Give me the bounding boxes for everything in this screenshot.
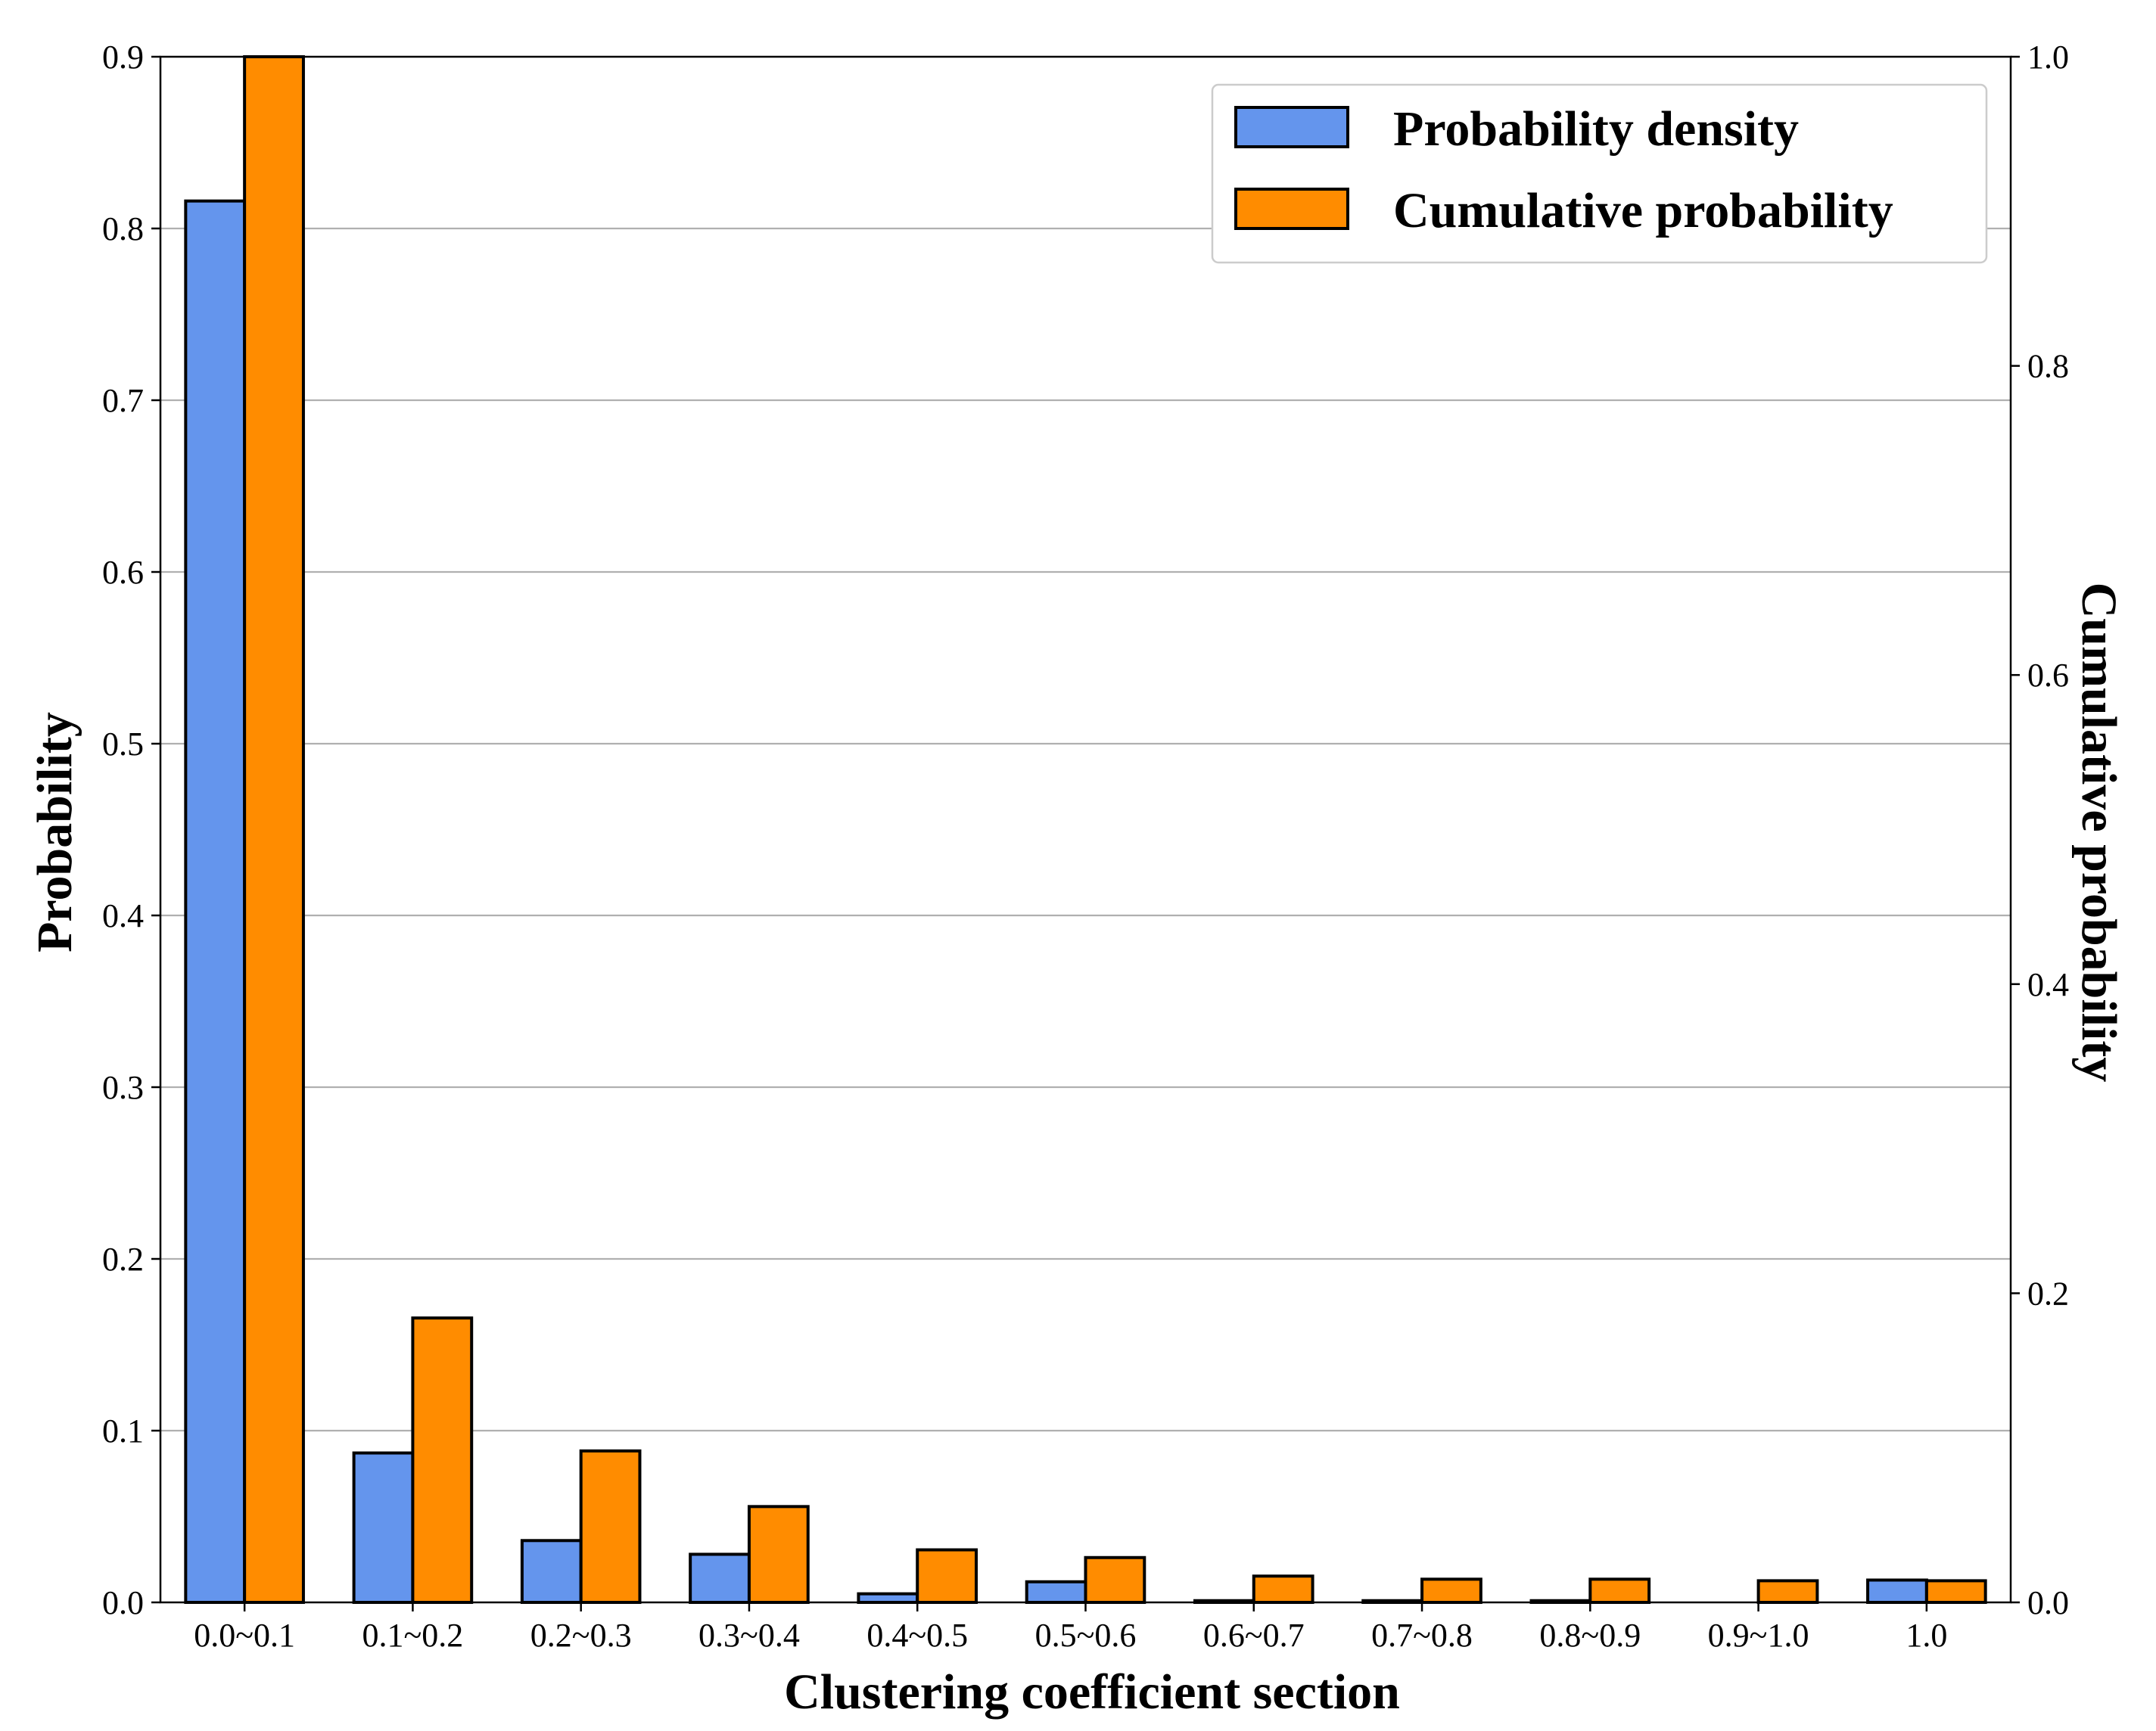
bar-probability-density bbox=[689, 1552, 751, 1604]
right-y-axis: 0.0 0.2 0.4 0.6 0.8 1.0 bbox=[2011, 39, 2069, 1621]
x-tick-label: 0.4~0.5 bbox=[866, 1617, 968, 1654]
bar-cumulative-probability bbox=[411, 1316, 474, 1604]
bar-probability-density bbox=[1025, 1580, 1087, 1605]
y-tick-label: 0.8 bbox=[102, 210, 144, 247]
x-tick-label: 0.9~1.0 bbox=[1708, 1617, 1809, 1654]
bar-cumulative-probability bbox=[916, 1548, 978, 1605]
y-tick-label: 0.2 bbox=[102, 1241, 144, 1278]
x-tick-label: 0.1~0.2 bbox=[362, 1617, 464, 1654]
y2-tick-label: 0.0 bbox=[2027, 1584, 2069, 1621]
x-tick-label: 0.8~0.9 bbox=[1539, 1617, 1641, 1654]
legend-swatch-probability-density bbox=[1234, 106, 1349, 148]
legend-frame bbox=[1211, 83, 1988, 264]
x-tick-label: 1.0 bbox=[1906, 1617, 1947, 1654]
legend: Probability density Cumulative probabili… bbox=[1211, 83, 1988, 264]
y-tick-label: 0.7 bbox=[102, 382, 144, 419]
bar-probability-density bbox=[520, 1539, 583, 1605]
y-tick-label: 0.5 bbox=[102, 726, 144, 763]
legend-label-probability-density: Probability density bbox=[1393, 101, 1799, 157]
bar-probability-density bbox=[857, 1592, 919, 1604]
y2-tick-label: 0.2 bbox=[2027, 1275, 2069, 1312]
y-tick-label: 0.3 bbox=[102, 1069, 144, 1106]
y-axis-title: Probability bbox=[27, 712, 82, 953]
bar-cumulative-probability bbox=[243, 55, 305, 1604]
y-tick-label: 0.1 bbox=[102, 1412, 144, 1450]
bar-cumulative-probability bbox=[1252, 1574, 1314, 1605]
bar-cumulative-probability bbox=[747, 1505, 810, 1604]
bar-cumulative-probability bbox=[1588, 1577, 1651, 1604]
y2-tick-label: 1.0 bbox=[2027, 39, 2069, 76]
grid-lines bbox=[160, 227, 2011, 1432]
y2-tick-label: 0.6 bbox=[2027, 657, 2069, 694]
x-tick-label: 0.7~0.8 bbox=[1371, 1617, 1473, 1654]
x-axis: 0.0~0.1 0.1~0.2 0.2~0.3 0.3~0.4 0.4~0.5 0.5~0… bbox=[194, 1602, 1947, 1654]
bar-cumulative-probability bbox=[1420, 1577, 1482, 1604]
y2-tick-label: 0.4 bbox=[2027, 966, 2069, 1003]
x-tick-label: 0.3~0.4 bbox=[698, 1617, 800, 1654]
bars bbox=[184, 55, 1987, 1605]
y-tick-label: 0.4 bbox=[102, 897, 144, 934]
x-tick-label: 0.6~0.7 bbox=[1203, 1617, 1305, 1654]
bar-cumulative-probability bbox=[579, 1449, 642, 1605]
y-tick-label: 0.6 bbox=[102, 554, 144, 591]
bar-cumulative-probability bbox=[1756, 1579, 1819, 1604]
bar-probability-density bbox=[1866, 1578, 1928, 1604]
legend-label-cumulative-probability: Cumulative probability bbox=[1393, 183, 1893, 238]
y2-axis-title: Cumulative probability bbox=[2071, 583, 2126, 1083]
bar-probability-density bbox=[184, 199, 247, 1604]
y-tick-label: 0.9 bbox=[102, 39, 144, 76]
bar-cumulative-probability bbox=[1924, 1579, 1987, 1604]
bar-probability-density bbox=[352, 1451, 415, 1605]
x-axis-title: Clustering coefficient section bbox=[784, 1664, 1400, 1720]
legend-swatch-cumulative-probability bbox=[1234, 188, 1349, 230]
left-y-axis: 0.0 0.1 0.2 0.3 0.4 0.5 0.6 0.7 0.8 0.9 bbox=[102, 39, 160, 1621]
x-tick-label: 0.5~0.6 bbox=[1035, 1617, 1137, 1654]
x-tick-label: 0.0~0.1 bbox=[194, 1617, 295, 1654]
y-tick-label: 0.0 bbox=[102, 1584, 144, 1621]
y2-tick-label: 0.8 bbox=[2027, 348, 2069, 385]
x-tick-label: 0.2~0.3 bbox=[530, 1617, 632, 1654]
bar-cumulative-probability bbox=[1084, 1555, 1146, 1604]
